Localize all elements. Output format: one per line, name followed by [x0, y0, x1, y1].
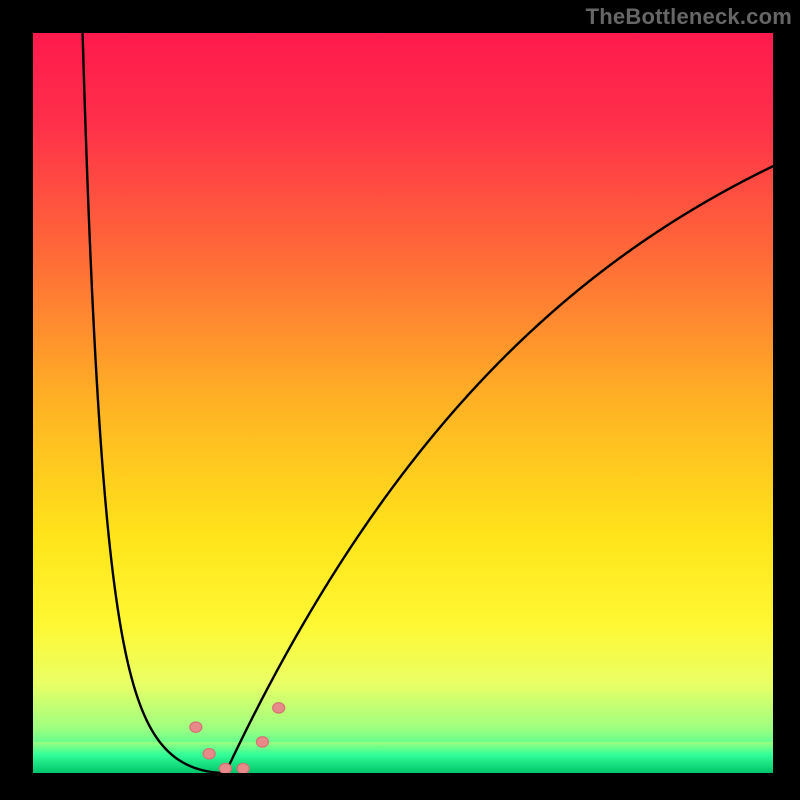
plot-svg: [33, 33, 773, 773]
trough-marker: [237, 763, 249, 773]
trough-marker: [273, 703, 285, 713]
plot-area: [33, 33, 773, 773]
trough-marker: [190, 722, 202, 732]
trough-marker: [203, 749, 215, 759]
chart-root: { "attribution": { "text": "TheBottlenec…: [0, 0, 800, 800]
attribution-text: TheBottleneck.com: [586, 4, 792, 30]
trough-marker: [256, 737, 268, 747]
trough-marker: [219, 763, 231, 773]
